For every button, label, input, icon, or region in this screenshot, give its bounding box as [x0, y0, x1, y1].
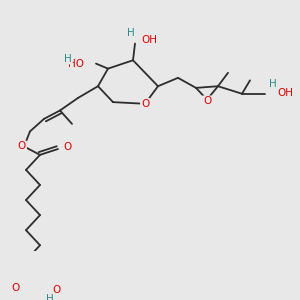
Text: H: H: [127, 28, 135, 38]
Text: O: O: [12, 283, 20, 293]
Text: HO: HO: [68, 58, 84, 69]
Text: O: O: [203, 96, 211, 106]
Text: H: H: [46, 294, 54, 300]
Text: H: H: [64, 54, 72, 64]
Text: OH: OH: [141, 35, 157, 45]
Text: H: H: [269, 79, 277, 89]
Text: O: O: [141, 99, 149, 109]
Text: O: O: [18, 142, 26, 152]
Text: OH: OH: [277, 88, 293, 98]
Text: O: O: [52, 285, 60, 295]
Text: O: O: [64, 142, 72, 152]
